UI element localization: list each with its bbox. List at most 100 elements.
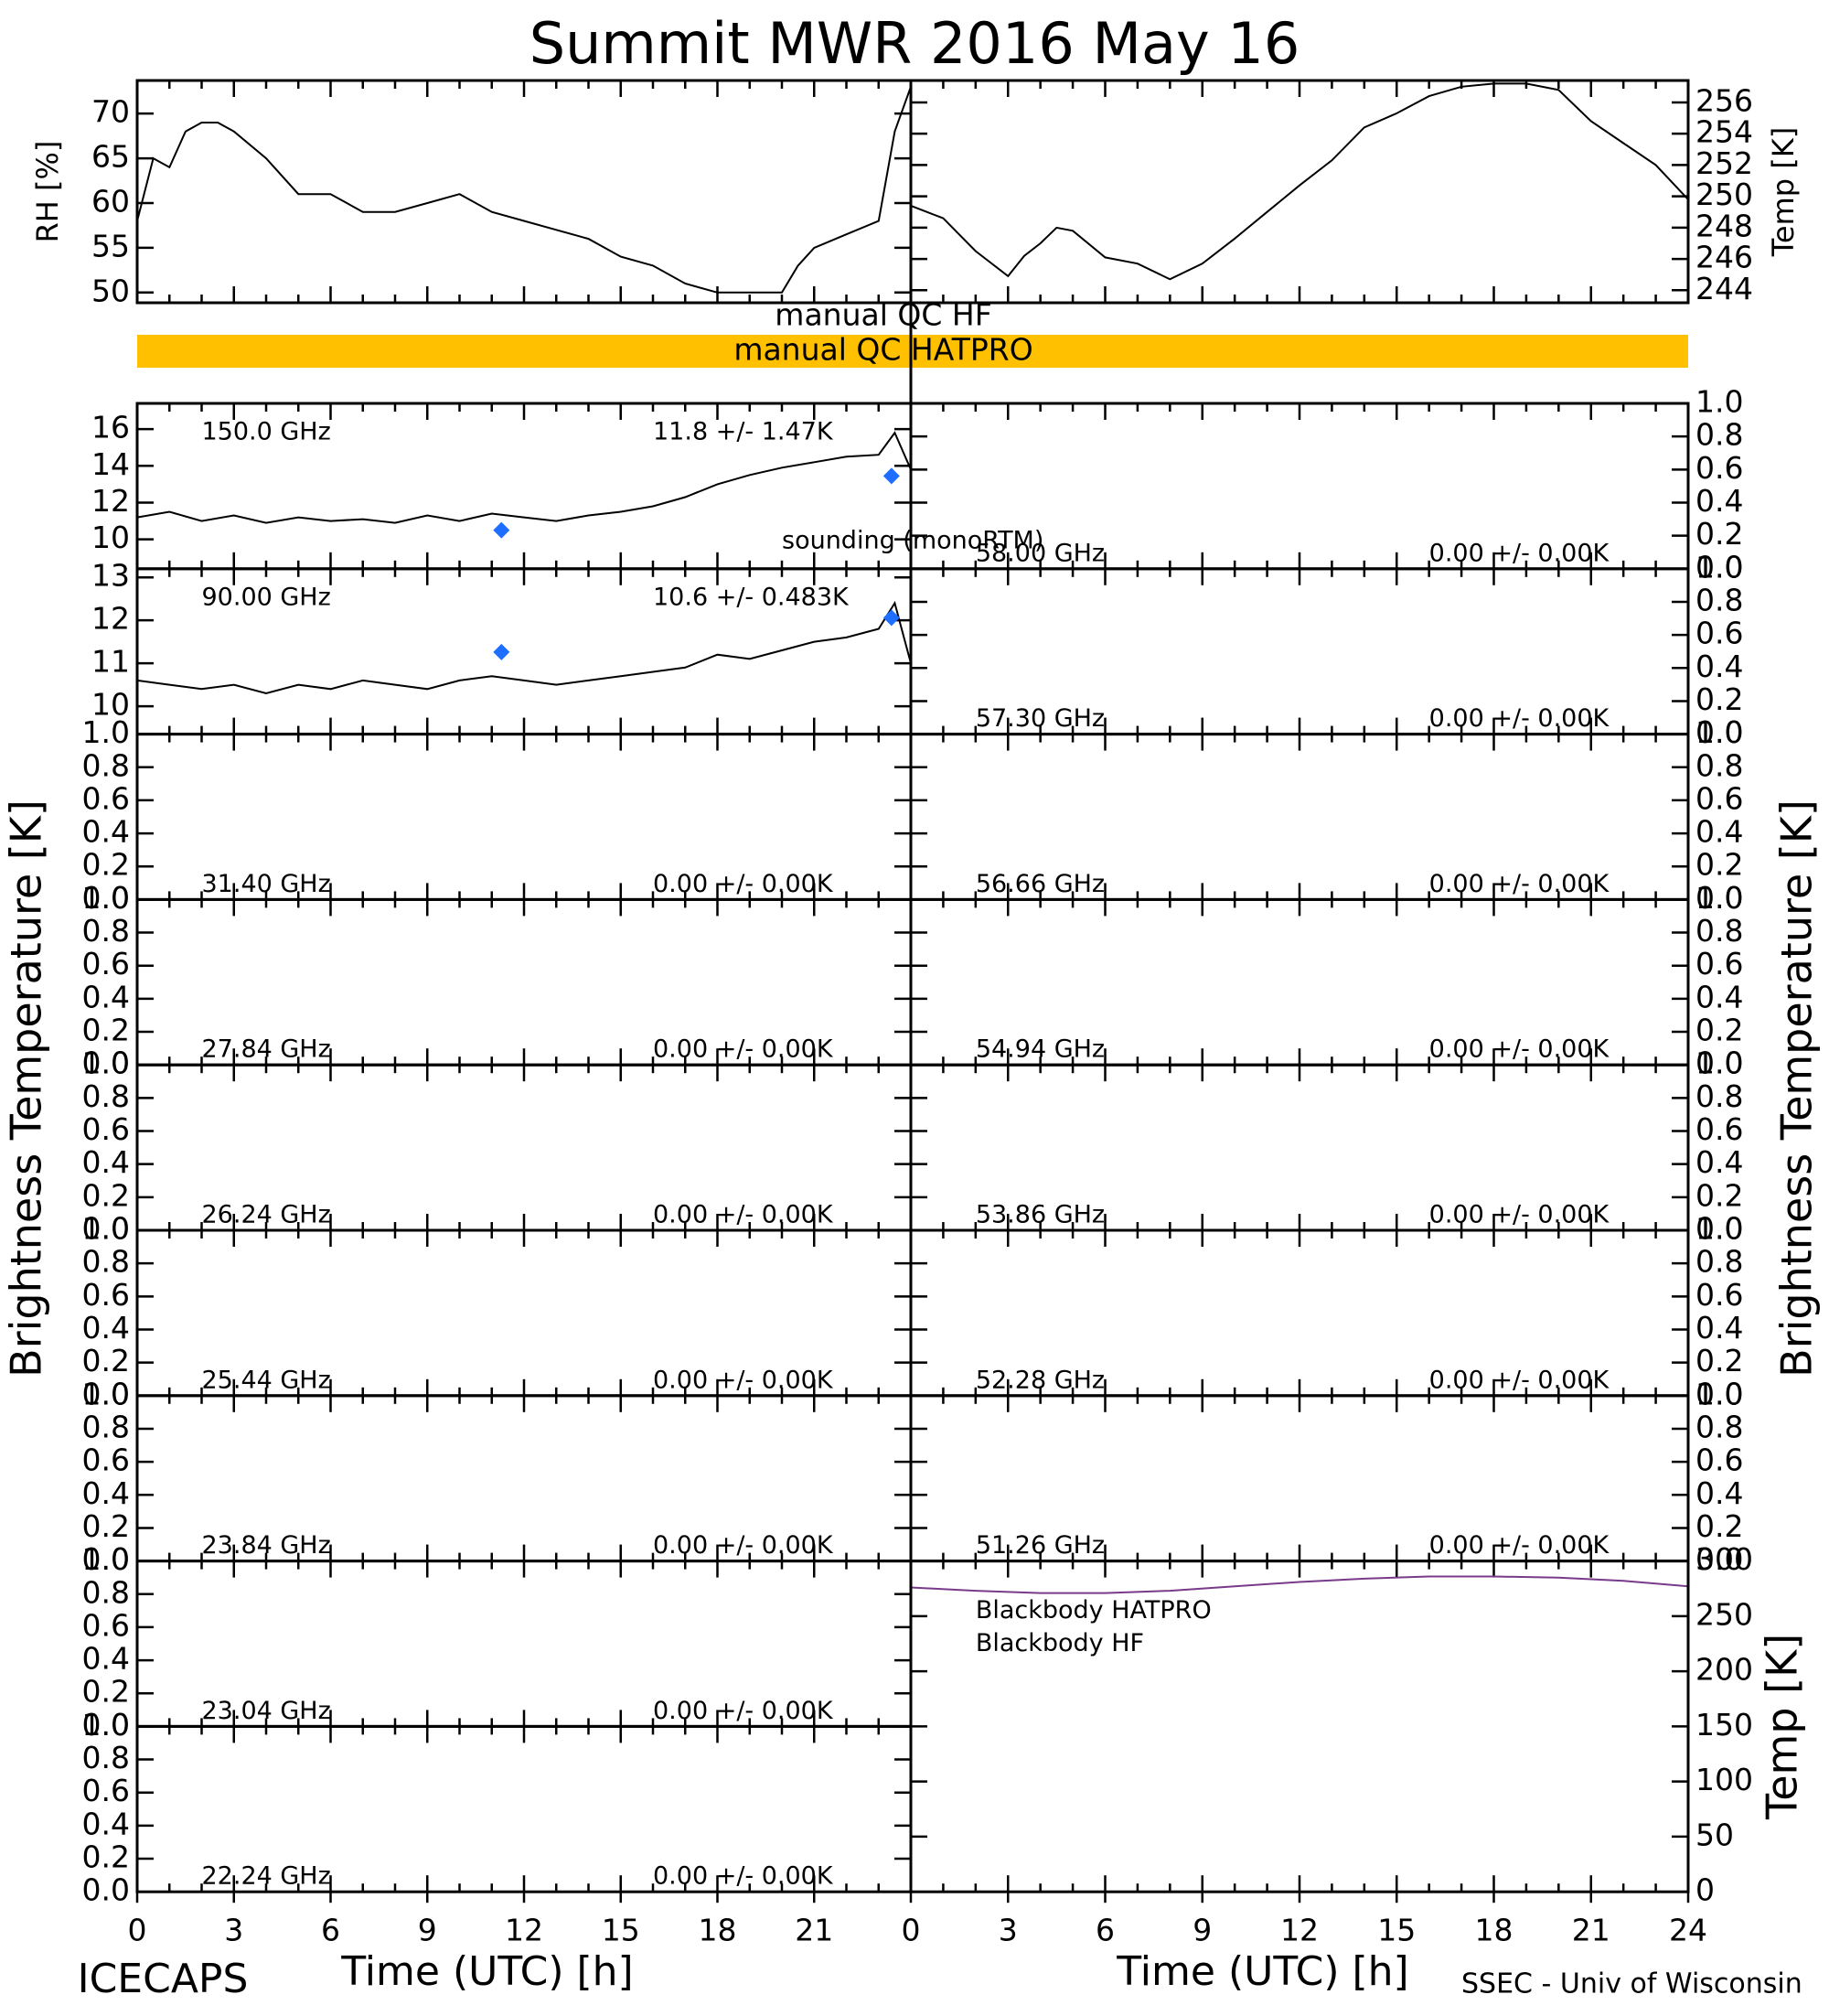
y-tick-label: 70 (91, 94, 130, 130)
series-line (910, 1575, 1689, 1594)
x-tick-label: 15 (1377, 1913, 1416, 1948)
y-tick-label: 0.8 (82, 1574, 130, 1610)
y-tick-label: 0.4 (82, 1144, 130, 1180)
y-tick-label: 1.0 (82, 1211, 130, 1247)
x-tick-label: 21 (1572, 1913, 1610, 1948)
y-tick-label: 0.6 (82, 1111, 130, 1147)
y-tick-label: 0.2 (82, 1674, 130, 1710)
y-tick-label: 300 (1695, 1541, 1753, 1577)
x-tick-label: 18 (699, 1913, 737, 1948)
y-tick-label: 0.4 (1695, 979, 1743, 1014)
y-tick-label: 0.2 (1695, 847, 1743, 883)
y-tick-label: 0.8 (82, 1409, 130, 1444)
annotation: 23.04 GHz (202, 1697, 331, 1725)
y-tick-label: 0.6 (1695, 1442, 1743, 1478)
y-tick-label: 1.0 (82, 1541, 130, 1577)
y-tick-label: 1.0 (1695, 1376, 1743, 1411)
y-tick-label: 0.4 (1695, 649, 1743, 684)
y-tick-label: 0.0 (82, 880, 130, 916)
series-line (136, 600, 912, 695)
y-tick-label: 12 (91, 483, 130, 519)
annotation: 57.30 GHz (976, 704, 1105, 733)
y-tick-label: 0.0 (82, 1541, 130, 1577)
y-tick-label: 65 (91, 139, 130, 175)
y-tick-label: 1.0 (82, 714, 130, 750)
y-tick-label: 0.4 (82, 1806, 130, 1841)
y-tick-label: 0.4 (82, 1310, 130, 1346)
y-tick-label: 1.0 (1695, 1211, 1743, 1247)
y-tick-label: 0.6 (1695, 1111, 1743, 1147)
annotation: 0.00 +/- 0.00K (1429, 704, 1610, 733)
y-tick-label: 0.8 (1695, 1244, 1743, 1280)
y-tick-label: 0.6 (82, 1442, 130, 1478)
annotation: 0.00 +/- 0.00K (1429, 1366, 1610, 1394)
y-tick-label: 0.0 (1695, 1541, 1743, 1577)
y-tick-label: 0.6 (1695, 780, 1743, 816)
y-tick-label: 0.0 (82, 1046, 130, 1081)
x-tick-label: 6 (1096, 1913, 1115, 1948)
y-tick-label: 0.8 (1695, 1409, 1743, 1444)
legend-label: Blackbody HF (976, 1629, 1144, 1657)
y-tick-label: 0.4 (1695, 1310, 1743, 1346)
series-line (136, 86, 912, 294)
annotation: 0.00 +/- 0.00K (653, 1366, 834, 1394)
y-tick-label: 256 (1695, 82, 1753, 118)
y-tick-label: 0.8 (1695, 747, 1743, 783)
x-tick-label: 3 (224, 1913, 243, 1948)
qc-bar (137, 335, 1688, 368)
x-tick-label: 9 (1193, 1913, 1212, 1948)
y-tick-label: 100 (1695, 1762, 1753, 1797)
y-tick-label: 250 (1695, 1596, 1753, 1632)
y-tick-label: 1.0 (82, 880, 130, 916)
y-tick-label: 50 (1695, 1817, 1734, 1852)
x-tick-label: 12 (1280, 1913, 1319, 1948)
annotation: 0.00 +/- 0.00K (653, 1035, 834, 1064)
y-tick-label: 0.0 (82, 1707, 130, 1743)
sounding-point (493, 521, 510, 539)
y-tick-label: 0 (1695, 1872, 1715, 1908)
annotation: 54.94 GHz (976, 1035, 1105, 1064)
y-axis-title: Brightness Temperature [K] (1772, 799, 1822, 1378)
y-tick-label: 0.0 (1695, 1376, 1743, 1411)
y-tick-label: 0.6 (82, 780, 130, 816)
y-tick-label: 11 (91, 644, 130, 680)
sounding-point (493, 643, 510, 660)
y-tick-label: 0.8 (82, 913, 130, 949)
x-tick-label: 3 (999, 1913, 1018, 1948)
legend-label: Blackbody HATPRO (976, 1596, 1212, 1625)
y-tick-label: 0.4 (82, 1641, 130, 1677)
x-tick-label: 6 (321, 1913, 340, 1948)
y-axis-title: Temp [K] (1758, 1634, 1807, 1820)
y-tick-label: 0.2 (1695, 516, 1743, 552)
annotation: 150.0 GHz (202, 418, 331, 446)
annotation: 23.84 GHz (202, 1531, 331, 1560)
y-tick-label: 0.4 (1695, 1475, 1743, 1511)
y-tick-label: 12 (91, 601, 130, 637)
y-tick-label: 200 (1695, 1652, 1753, 1688)
annotation: 26.24 GHz (202, 1201, 331, 1229)
y-tick-label: 0.8 (1695, 1078, 1743, 1114)
y-tick-label: 0.6 (1695, 1277, 1743, 1313)
y-tick-label: 0.0 (82, 1376, 130, 1411)
y-tick-label: 1.0 (1695, 1046, 1743, 1081)
y-tick-label: 16 (91, 410, 130, 445)
y-tick-label: 0.0 (82, 1211, 130, 1247)
y-axis-title: Brightness Temperature [K] (2, 799, 51, 1378)
y-tick-label: 1.0 (1695, 384, 1743, 420)
y-tick-label: 1.0 (1695, 549, 1743, 584)
annotation: 27.84 GHz (202, 1035, 331, 1064)
y-tick-label: 60 (91, 183, 130, 219)
y-tick-label: 0.8 (1695, 913, 1743, 949)
x-tick-label: 24 (1669, 1913, 1707, 1948)
y-tick-label: 0.2 (82, 1508, 130, 1544)
y-tick-label: 0.4 (82, 1475, 130, 1511)
y-tick-label: 0.2 (82, 1013, 130, 1048)
y-tick-label: 0.2 (82, 1177, 130, 1213)
annotation: 0.00 +/- 0.00K (653, 1201, 834, 1229)
y-tick-label: 10 (91, 520, 130, 555)
y-tick-label: 0.2 (1695, 1508, 1743, 1544)
y-tick-label: 246 (1695, 240, 1753, 275)
y-tick-label: 254 (1695, 114, 1753, 150)
